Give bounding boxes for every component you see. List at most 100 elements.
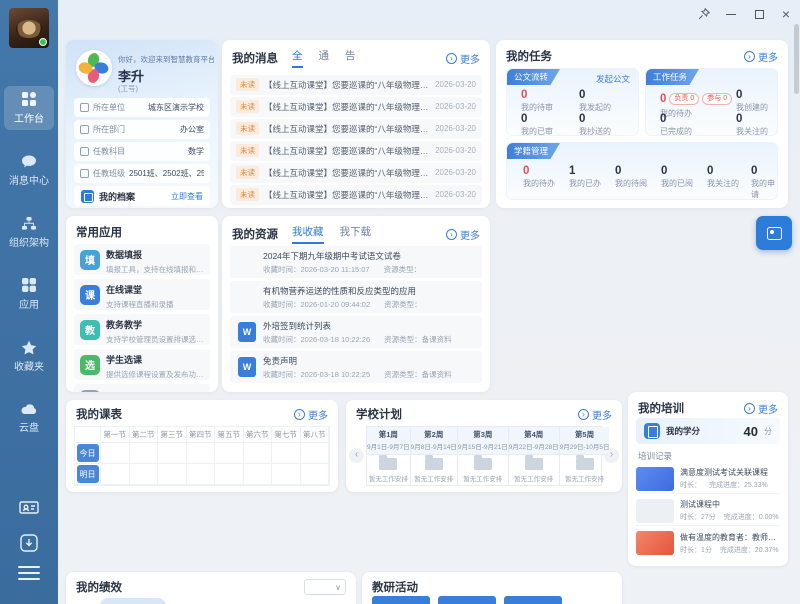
- book-icon: [80, 147, 89, 156]
- user-avatar[interactable]: [9, 8, 49, 48]
- training-record[interactable]: 测试课程中 时长：27分 完成进度：0.00%: [636, 496, 780, 526]
- message-row[interactable]: 未读【线上互动课堂】您要巡课的“八年级物理”，明天08:40开课，请您准时…20…: [230, 163, 482, 183]
- user-name: 李升: [118, 69, 145, 84]
- unread-badge: 未读: [236, 78, 259, 92]
- week-column[interactable]: 第4周 9月22日-9月28日 暂无工作安排: [508, 427, 560, 485]
- messages-tab-announce[interactable]: 告: [345, 50, 356, 62]
- activity-button[interactable]: [438, 596, 496, 604]
- training-record[interactable]: 满意度测试考试关联课程 时长： 完成进度：25.33%: [636, 464, 780, 494]
- schedule-cell[interactable]: [101, 464, 130, 485]
- message-row[interactable]: 未读【线上互动课堂】您要巡课的“八年级物理”，明天08:40开课，请您准时…20…: [230, 119, 482, 139]
- schedule-cell[interactable]: [186, 464, 215, 485]
- schedule-more-link[interactable]: › 更多: [294, 407, 328, 422]
- performance-period-select[interactable]: ∨: [304, 579, 346, 595]
- schedule-cell[interactable]: [129, 443, 158, 464]
- sidebar-menu-button[interactable]: [0, 566, 58, 580]
- participate-pill: 参与 0: [702, 93, 733, 105]
- message-row[interactable]: 未读【线上互动课堂】您要巡课的“八年级物理”，明天08:40开课，请您准时…20…: [230, 75, 482, 95]
- unread-badge: 未读: [236, 188, 259, 202]
- schedule-cell[interactable]: [129, 464, 158, 485]
- messages-tab-notice[interactable]: 通: [318, 50, 330, 62]
- schedule-cell[interactable]: [158, 443, 187, 464]
- resource-row[interactable]: 有机物营养运送的性质和反应类型的应用 收藏时间：2026-01-20 09:44…: [230, 281, 482, 313]
- message-row[interactable]: 未读【线上互动课堂】您要巡课的“八年级物理”，明天08:00开课，请您准时…20…: [230, 97, 482, 117]
- schedule-cell[interactable]: [158, 464, 187, 485]
- resource-row[interactable]: W 免责声明 收藏时间：2026-03-18 10:22:25 资源类型：备课资料: [230, 351, 482, 383]
- platform-logo: [76, 50, 112, 86]
- schedule-cell[interactable]: [215, 443, 244, 464]
- schedule-table: 第一节 第二节 第三节 第四节 第五节 第六节 第七节 第八节 今日 明日: [74, 426, 330, 486]
- avatar-photo: [16, 20, 42, 38]
- messages-tab-all[interactable]: 全: [292, 48, 303, 68]
- activity-button[interactable]: [504, 596, 562, 604]
- sidebar-item-cloud-disk[interactable]: 云盘: [4, 396, 54, 440]
- student-status-badge: 学籍管理: [507, 143, 561, 159]
- schedule-cell[interactable]: [101, 443, 130, 464]
- plan-more-link[interactable]: › 更多: [578, 407, 612, 422]
- schedule-cell[interactable]: [215, 464, 244, 485]
- resources-card: 我的资源 我收藏 我下载 › 更多 2024年下期九年级期中考试语文试卷 收藏时间…: [222, 216, 490, 392]
- sidebar-item-apps[interactable]: 应用: [4, 272, 54, 316]
- resources-tab-downloads[interactable]: 我下载: [339, 226, 372, 238]
- activity-button[interactable]: [372, 596, 430, 604]
- schedule-cell[interactable]: [243, 443, 272, 464]
- week-column[interactable]: 第3周 9月15日-9月21日 暂无工作安排: [457, 427, 509, 485]
- close-button[interactable]: ×: [777, 5, 795, 23]
- schedule-cell[interactable]: [272, 443, 301, 464]
- apps-title: 常用应用: [76, 227, 122, 239]
- message-row[interactable]: 未读【线上互动课堂】您要巡课的“八年级物理”，明天08:00开课，请您准时…20…: [230, 141, 482, 161]
- sidebar-item-workbench[interactable]: 工作台: [4, 86, 54, 130]
- minimize-button[interactable]: [722, 5, 740, 23]
- empty-folder-icon: [473, 454, 492, 470]
- sidebar-item-organization[interactable]: 组织架构: [4, 210, 54, 254]
- scrollbar-thumb[interactable]: [794, 24, 799, 94]
- sidebar-screenshare-button[interactable]: [0, 500, 58, 518]
- sidebar-download-button[interactable]: [0, 533, 58, 553]
- floating-schedule-button[interactable]: [756, 216, 792, 250]
- messages-list: 未读【线上互动课堂】您要巡课的“八年级物理”，明天08:40开课，请您准时…20…: [222, 72, 490, 208]
- carousel-prev-button[interactable]: ‹: [349, 448, 364, 463]
- app-item-course-select[interactable]: 选 学生选课提供选修课程设置及发布功能，支持…: [74, 349, 210, 380]
- credit-icon: [644, 423, 660, 439]
- performance-tab-pill[interactable]: [100, 598, 166, 604]
- maximize-button[interactable]: [750, 5, 768, 23]
- view-profile-link[interactable]: 立即查看: [171, 191, 203, 201]
- period-header: 第四节: [186, 427, 215, 443]
- app-item-partial[interactable]: [74, 384, 210, 392]
- messages-more-link[interactable]: › 更多: [446, 51, 480, 66]
- app-icon: [80, 389, 100, 392]
- week-column[interactable]: 第5周 9月29日-10月5日 暂无工作安排: [559, 427, 610, 485]
- training-records-label: 培训记录: [638, 451, 673, 461]
- schedule-cell[interactable]: [272, 464, 301, 485]
- performance-card: 我的绩效 ∨: [66, 572, 356, 604]
- sidebar-item-favorites[interactable]: 收藏夹: [4, 334, 54, 378]
- pin-window-button[interactable]: [695, 5, 713, 23]
- week-column[interactable]: 第1周 9月1日-9月7日 暂无工作安排: [367, 427, 411, 485]
- empty-folder-icon: [379, 454, 398, 470]
- schedule-cell[interactable]: [186, 443, 215, 464]
- message-row[interactable]: 未读【线上互动课堂】您要巡课的“八年级物理”，明天08:00开课，请您准时…20…: [230, 185, 482, 205]
- tomorrow-button[interactable]: 明日: [76, 465, 99, 483]
- period-header: 第七节: [272, 427, 301, 443]
- resources-more-link[interactable]: › 更多: [446, 227, 480, 242]
- pin-icon: [698, 7, 711, 20]
- resource-row[interactable]: 2024年下期九年级期中考试语文试卷 收藏时间：2026-03-20 11:15…: [230, 246, 482, 278]
- create-document-link[interactable]: 发起公文: [595, 74, 630, 84]
- schedule-cell[interactable]: [300, 443, 329, 464]
- resources-tab-favorites[interactable]: 我收藏: [292, 224, 324, 244]
- week-column[interactable]: 第2周 9月8日-9月14日 暂无工作安排: [410, 427, 458, 485]
- schedule-cell[interactable]: [300, 464, 329, 485]
- app-item-teaching-admin[interactable]: 教 教务教学支持学校管理员设置排课选课管理等: [74, 314, 210, 345]
- app-item-online-class[interactable]: 课 在线课堂 支持课程直播和录播: [74, 279, 210, 310]
- tasks-more-link[interactable]: › 更多: [744, 49, 778, 64]
- schedule-cell[interactable]: [243, 464, 272, 485]
- sidebar-item-messages[interactable]: 消息中心: [4, 148, 54, 192]
- today-button[interactable]: 今日: [76, 444, 99, 462]
- training-more-link[interactable]: › 更多: [744, 401, 778, 416]
- resource-row[interactable]: W 外培签到统计列表 收藏时间：2026-03-18 10:22:26 资源类型：…: [230, 316, 482, 348]
- work-tasks-panel: 工作任务 0 负责 0 参与 0 我的待办 0 我创建的 0 已完成的 0 我关注的: [645, 68, 778, 136]
- sidebar-item-label: 消息中心: [9, 175, 49, 187]
